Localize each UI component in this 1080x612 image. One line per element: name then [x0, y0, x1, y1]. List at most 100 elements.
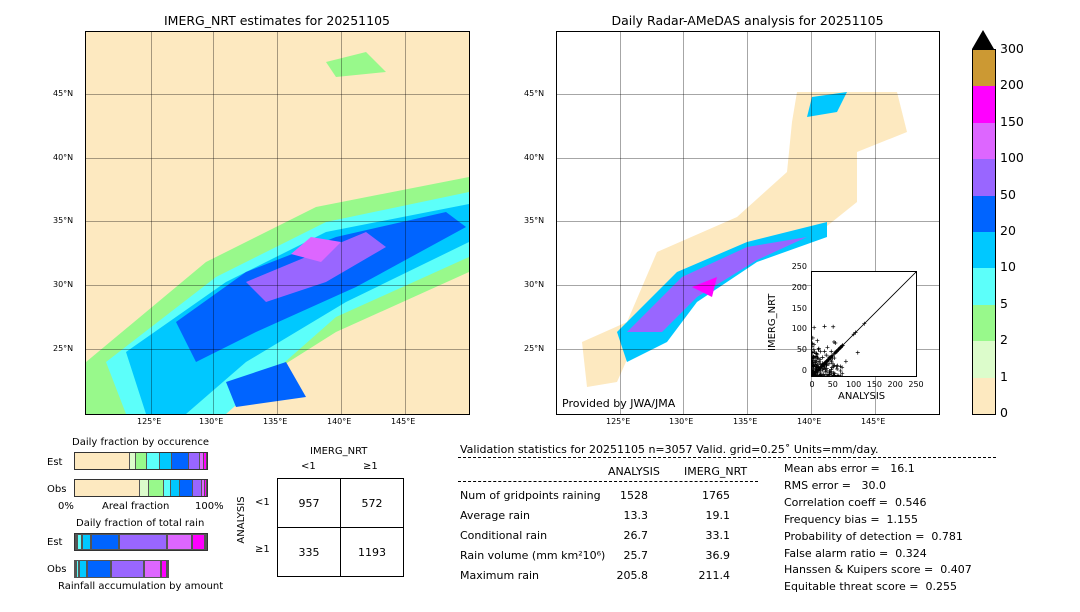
stats-row-label: Maximum rain [460, 569, 539, 582]
scatter-point [829, 367, 834, 372]
bar-segment [205, 534, 207, 550]
map2-title: Daily Radar-AMeDAS analysis for 20251105 [611, 13, 884, 28]
scatter-point [815, 356, 820, 361]
colorbar-segment [973, 268, 995, 305]
rain-obs-label: Obs [47, 564, 67, 575]
scatter-point [822, 349, 827, 354]
scatter-point [824, 353, 829, 358]
colorbar-label: 0 [1000, 405, 1008, 420]
lon-tick-label: 145°E [861, 417, 886, 426]
stats-analysis-value: 205.8 [616, 569, 649, 582]
lat-tick-label: 35°N [53, 216, 74, 225]
lat-tick-label: 25°N [524, 344, 545, 353]
ct-row-0: <1 [255, 497, 270, 508]
lat-tick-label: 30°N [524, 280, 545, 289]
bar-segment [166, 560, 169, 578]
contingency-table: 957 572 335 1193 [277, 478, 404, 577]
gridline [86, 349, 469, 350]
radar-rain-field [582, 92, 907, 387]
stats-imerg-value: 36.9 [705, 549, 731, 562]
occ-xlabel: Areal fraction [102, 501, 170, 512]
scatter-xtick: 100 [845, 380, 862, 389]
bar-segment [139, 480, 149, 496]
colorbar [972, 49, 996, 415]
lon-tick-label: 130°E [669, 417, 694, 426]
bar-segment [119, 534, 168, 550]
scatter-point [821, 372, 826, 377]
stats-col-imerg: IMERG_NRT [684, 465, 748, 478]
lon-tick-label: 125°E [606, 417, 631, 426]
bar-segment [161, 560, 167, 578]
gridline [683, 32, 684, 414]
rain-title: Daily fraction of total rain [76, 518, 205, 529]
scatter-point [810, 341, 815, 346]
scatter-point [821, 362, 826, 367]
scatter-point [820, 355, 825, 360]
stats-header: Validation statistics for 20251105 n=305… [460, 443, 879, 456]
occ-obs-label: Obs [47, 484, 67, 495]
bar-segment [146, 453, 161, 469]
colorbar-label: 5 [1000, 295, 1008, 311]
bar-segment [75, 480, 140, 496]
divider [458, 481, 758, 482]
divider [458, 457, 996, 458]
bar-segment [163, 480, 171, 496]
colorbar-segment [973, 195, 995, 232]
colorbar-label: 50 [1000, 186, 1016, 202]
bar-segment [171, 453, 189, 469]
bar-segment [193, 480, 202, 496]
occ-est-label: Est [47, 457, 63, 468]
scatter-ytick: 100 [791, 324, 807, 334]
colorbar-label: 1 [1000, 368, 1008, 384]
stats-imerg-value: 33.1 [705, 529, 731, 542]
colorbar-extend-arrow [972, 30, 994, 49]
bar-segment [86, 560, 112, 578]
scatter-point [811, 347, 816, 352]
scatter-point [862, 321, 867, 326]
scatter-point [814, 359, 819, 364]
lon-tick-label: 140°E [797, 417, 822, 426]
gridline [86, 94, 469, 95]
bar-segment [204, 480, 207, 496]
bar-segment [188, 453, 201, 469]
bar-segment [111, 560, 145, 578]
ct-row-label: ANALYSIS [236, 496, 247, 544]
occ-title: Daily fraction by occurence [72, 437, 210, 448]
bar-segment [136, 453, 147, 469]
colorbar-label: 10 [1000, 259, 1016, 275]
scatter-point [823, 367, 828, 372]
scatter-point [818, 357, 823, 362]
bar-segment [75, 534, 77, 550]
stats-analysis-value: 1528 [620, 489, 648, 502]
rain-est-bar [74, 533, 208, 551]
scatter-point [827, 361, 832, 366]
gridline [875, 32, 876, 414]
scatter-point [851, 332, 856, 337]
scatter-point [840, 371, 845, 376]
scatter-point [810, 350, 815, 355]
scatter-xtick: 150 [866, 380, 883, 389]
score-line: Hanssen & Kuipers score = 0.407 [784, 563, 972, 577]
scatter-point [837, 346, 842, 351]
ct-title: IMERG_NRT [310, 446, 368, 457]
scatter-point [823, 360, 828, 365]
gridline [277, 32, 278, 414]
bar-segment [201, 480, 205, 496]
scatter-point [838, 368, 843, 373]
bar-segment [200, 453, 204, 469]
bar-segment [78, 560, 87, 578]
colorbar-label: 150 [1000, 113, 1024, 129]
score-line: Probability of detection = 0.781 [784, 529, 963, 543]
bar-segment [75, 453, 131, 469]
score-line: Equitable threat score = 0.255 [784, 580, 957, 594]
scatter-point [815, 368, 820, 373]
lon-tick-label: 140°E [327, 417, 352, 426]
scatter-point [812, 350, 817, 355]
scatter-point [825, 345, 830, 350]
scatter-point [816, 347, 821, 352]
stats-analysis-value: 25.7 [623, 549, 649, 562]
ct-col-1: ≥1 [363, 461, 378, 472]
lat-tick-label: 25°N [53, 344, 74, 353]
bar-segment [77, 534, 83, 550]
stats-row-label: Rain volume (mm km²10⁶) [460, 549, 606, 562]
